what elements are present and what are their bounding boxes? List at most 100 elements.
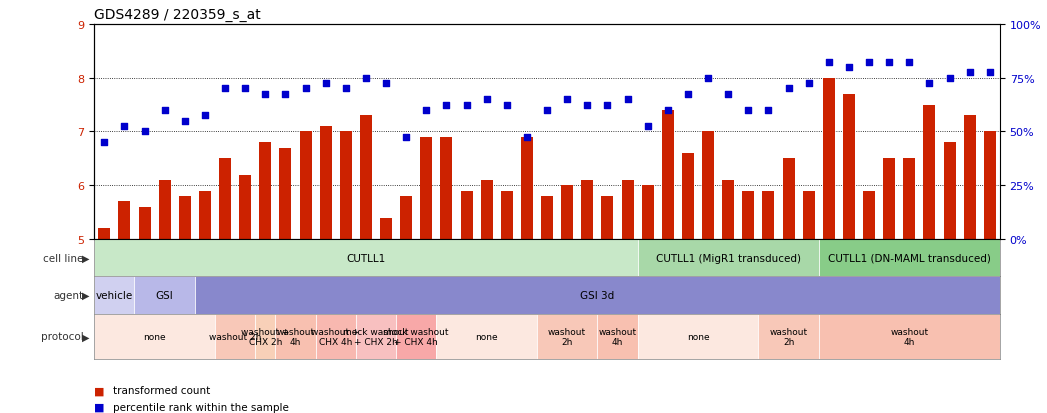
Bar	[94, 277, 134, 314]
Text: washout
4h: washout 4h	[599, 327, 637, 346]
Bar	[843, 95, 855, 240]
Bar	[904, 159, 915, 240]
Point	[720, 91, 737, 98]
Point	[941, 75, 958, 82]
Point	[660, 107, 676, 114]
Point	[197, 113, 214, 119]
Bar	[179, 197, 191, 240]
Bar	[521, 138, 533, 240]
Point	[900, 59, 917, 66]
Bar	[396, 314, 437, 359]
Bar	[275, 314, 315, 359]
Text: ■: ■	[94, 402, 105, 412]
Bar	[622, 180, 633, 240]
Point	[337, 86, 354, 93]
Bar	[356, 314, 396, 359]
Text: vehicle: vehicle	[95, 290, 133, 300]
Point	[740, 107, 757, 114]
Point	[478, 97, 495, 103]
Bar	[118, 202, 131, 240]
Point	[176, 118, 193, 125]
Text: washout +
CHX 4h: washout + CHX 4h	[312, 327, 360, 346]
Bar	[561, 186, 573, 240]
Bar	[863, 191, 875, 240]
Bar	[134, 277, 195, 314]
Point	[559, 97, 576, 103]
Text: none: none	[143, 332, 165, 341]
Bar	[380, 218, 392, 240]
Bar	[803, 191, 815, 240]
Bar	[581, 180, 594, 240]
Text: GSI: GSI	[156, 290, 174, 300]
Point	[418, 107, 435, 114]
Point	[800, 81, 817, 87]
Text: CUTLL1 (MigR1 transduced): CUTLL1 (MigR1 transduced)	[655, 253, 801, 263]
Bar	[642, 186, 653, 240]
Point	[760, 107, 777, 114]
Point	[821, 59, 838, 66]
Text: none: none	[475, 332, 498, 341]
Point	[217, 86, 233, 93]
Point	[136, 129, 153, 135]
Bar	[541, 197, 553, 240]
Point	[861, 59, 877, 66]
Bar	[963, 116, 976, 240]
Point	[699, 75, 716, 82]
Bar	[703, 132, 714, 240]
Bar	[441, 138, 452, 240]
Text: washout
2h: washout 2h	[770, 327, 807, 346]
Text: CUTLL1: CUTLL1	[347, 253, 385, 263]
Text: mock washout
+ CHX 4h: mock washout + CHX 4h	[383, 327, 449, 346]
Text: CUTLL1 (DN-MAML transduced): CUTLL1 (DN-MAML transduced)	[828, 253, 990, 263]
Bar	[260, 143, 271, 240]
Point	[680, 91, 696, 98]
Text: mock washout
+ CHX 2h: mock washout + CHX 2h	[343, 327, 408, 346]
Point	[257, 91, 273, 98]
Bar	[923, 105, 935, 240]
Point	[619, 97, 636, 103]
Bar	[682, 154, 694, 240]
Bar	[601, 197, 614, 240]
Bar	[98, 229, 110, 240]
Point	[357, 75, 375, 82]
Bar	[94, 314, 215, 359]
Bar	[239, 175, 251, 240]
Bar	[884, 159, 895, 240]
Text: washout 2h: washout 2h	[209, 332, 262, 341]
Point	[579, 102, 596, 109]
Bar	[782, 159, 795, 240]
Bar	[360, 116, 372, 240]
Point	[398, 134, 415, 141]
Bar	[199, 191, 210, 240]
Text: GDS4289 / 220359_s_at: GDS4289 / 220359_s_at	[94, 8, 261, 22]
Text: ▶: ▶	[82, 253, 89, 263]
Bar	[819, 314, 1000, 359]
Bar	[280, 148, 291, 240]
Point	[640, 123, 656, 130]
Text: percentile rank within the sample: percentile rank within the sample	[113, 402, 289, 412]
Bar	[315, 314, 356, 359]
Bar	[299, 132, 312, 240]
Text: ▶: ▶	[82, 290, 89, 300]
Point	[518, 134, 535, 141]
Bar	[762, 191, 775, 240]
Text: protocol: protocol	[41, 332, 84, 342]
Bar	[461, 191, 472, 240]
Bar	[819, 240, 1000, 277]
Bar	[638, 240, 819, 277]
Text: none: none	[687, 332, 709, 341]
Point	[881, 59, 897, 66]
Bar	[255, 314, 275, 359]
Bar	[742, 191, 754, 240]
Bar	[823, 78, 834, 240]
Bar	[195, 277, 1000, 314]
Point	[378, 81, 395, 87]
Bar	[984, 132, 996, 240]
Bar	[159, 180, 171, 240]
Text: washout
2h: washout 2h	[549, 327, 586, 346]
Bar	[943, 143, 956, 240]
Point	[297, 86, 314, 93]
Bar	[537, 314, 598, 359]
Point	[156, 107, 173, 114]
Point	[841, 64, 857, 71]
